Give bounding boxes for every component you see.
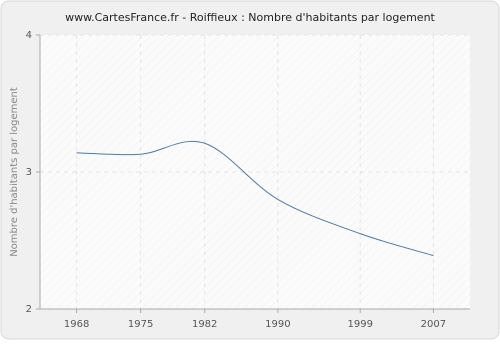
chart-title: www.CartesFrance.fr - Roiffieux : Nombre… — [65, 11, 435, 24]
x-tick-label: 1975 — [128, 319, 153, 330]
x-tick-label: 2007 — [421, 319, 446, 330]
x-tick-label: 1982 — [192, 319, 217, 330]
x-tick-label: 1990 — [265, 319, 290, 330]
y-axis-label: Nombre d'habitants par logement — [9, 87, 20, 257]
y-tick-label: 3 — [26, 167, 32, 178]
x-tick-label: 1968 — [64, 319, 89, 330]
data-line — [76, 140, 434, 257]
plot-area — [40, 35, 470, 309]
y-tick-label: 4 — [26, 30, 32, 41]
x-tick-label: 1999 — [347, 319, 372, 330]
y-tick-label: 2 — [26, 304, 32, 315]
